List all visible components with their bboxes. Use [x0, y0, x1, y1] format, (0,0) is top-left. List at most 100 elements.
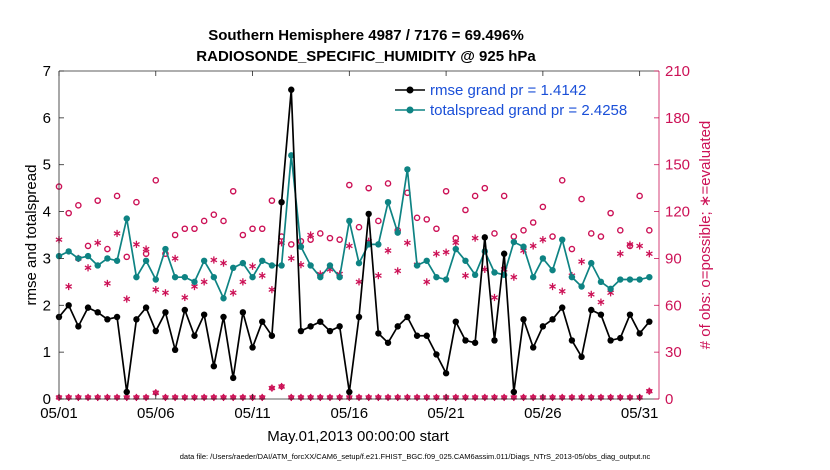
- totalspread-point: [181, 273, 189, 281]
- y-right-tick-label: 30: [665, 344, 682, 361]
- totalspread-point: [491, 269, 498, 276]
- obs-evaluated-point: [558, 287, 566, 295]
- obs-evaluated-point: [152, 286, 160, 294]
- obs-possible-point: [75, 202, 82, 209]
- axes-ticks: 05/01 05/06 05/11 05/16 05/21 05/26 05/31 0 1 2 3 4…: [40, 63, 690, 422]
- rmse-point: [84, 304, 92, 311]
- x-axis-label: May.01,2013 00:00:00 start: [267, 428, 449, 445]
- rmse-point: [210, 363, 218, 370]
- y-axis-right-label: # of obs: o=possible; ∗=evaluated: [697, 121, 714, 350]
- obs-near-zero-circle: [520, 394, 527, 401]
- obs-possible-point: [607, 209, 614, 217]
- y-left-tick-label: 4: [43, 204, 51, 221]
- obs-near-zero-circle: [385, 394, 391, 401]
- obs-possible-point: [336, 236, 343, 243]
- y-left-tick-label: 0: [43, 391, 51, 408]
- obs-possible-point: [375, 217, 382, 225]
- rmse-point: [200, 311, 208, 318]
- rmse-point: [442, 370, 450, 377]
- obs-possible-point: [268, 197, 276, 204]
- obs-evaluated-point: [249, 262, 256, 270]
- rmse-point: [336, 323, 343, 330]
- obs-possible-point: [94, 197, 102, 204]
- totalspread-point: [162, 245, 169, 253]
- obs-possible-point: [239, 231, 247, 239]
- rmse-point: [471, 339, 479, 346]
- totalspread-point: [394, 229, 401, 236]
- obs-possible-point: [568, 245, 576, 253]
- totalspread-point: [520, 243, 527, 250]
- totalspread-point: [588, 259, 595, 267]
- totalspread-point: [326, 262, 334, 269]
- totalspread-point: [433, 273, 440, 281]
- obs-near-zero-circle: [143, 394, 149, 401]
- obs-possible-point: [433, 225, 440, 233]
- legend-spread-label: totalspread grand pr = 2.4258: [430, 102, 627, 119]
- rmse-point: [229, 374, 237, 382]
- obs-evaluated-point: [307, 231, 315, 239]
- rmse-point: [481, 234, 489, 241]
- obs-evaluated-point: [171, 254, 179, 263]
- rmse-point: [588, 306, 595, 314]
- totalspread-point: [191, 278, 198, 286]
- obs-evaluated-point: [597, 298, 605, 306]
- totalspread-point: [404, 166, 411, 173]
- rmse-point: [452, 318, 459, 325]
- obs-possible-point: [104, 245, 111, 253]
- obs-evaluated-point: [432, 250, 440, 258]
- rmse-point: [597, 311, 605, 318]
- data-file-footer: data file: /Users/raeder/DAI/ATM_forcXX/…: [180, 452, 651, 461]
- obs-near-zero-circle: [317, 394, 324, 401]
- totalspread-point: [549, 266, 556, 274]
- obs-possible-point: [229, 187, 237, 195]
- obs-near-zero-circle: [511, 394, 517, 401]
- totalspread-point: [317, 273, 324, 281]
- obs-near-zero-circle: [182, 394, 188, 401]
- rmse-point: [423, 332, 430, 339]
- rmse-point: [520, 316, 527, 323]
- obs-possible-point: [636, 192, 643, 200]
- obs-near-zero-circle: [191, 394, 198, 401]
- legend-rmse-label: rmse grand pr = 1.4142: [430, 82, 586, 99]
- rmse-point: [104, 316, 111, 323]
- obs-near-zero-circle: [307, 394, 314, 401]
- obs-evaluated-point: [616, 250, 624, 258]
- rmse-point: [171, 346, 179, 353]
- obs-evaluated-point: [452, 239, 460, 247]
- totalspread-point: [384, 199, 392, 206]
- totalspread-point: [104, 255, 111, 262]
- obs-near-zero-circle: [482, 394, 488, 401]
- obs-evaluated-point: [268, 286, 276, 294]
- totalspread-point: [375, 241, 382, 248]
- rmse-point: [384, 339, 392, 346]
- obs-possible-point: [384, 180, 392, 187]
- x-tick-label: 05/31: [621, 405, 659, 422]
- obs-possible-point: [123, 253, 131, 261]
- obs-near-zero-circle: [298, 394, 304, 401]
- obs-evaluated-point: [510, 273, 518, 281]
- rmse-point: [249, 344, 256, 351]
- obs-near-zero-circle: [414, 394, 420, 401]
- obs-near-zero-circle: [433, 394, 440, 401]
- rmse-point: [191, 332, 198, 339]
- rmse-point: [162, 309, 169, 316]
- totalspread-point: [220, 295, 227, 302]
- rmse-point: [617, 334, 624, 342]
- totalspread-point: [539, 255, 547, 262]
- obs-possible-point: [481, 184, 489, 192]
- obs-near-zero-circle: [578, 394, 585, 401]
- totalspread-point: [297, 243, 305, 250]
- obs-possible-point: [113, 192, 121, 200]
- obs-near-zero-circle: [472, 394, 478, 401]
- y-left-tick-label: 5: [43, 157, 51, 174]
- y-left-tick-label: 6: [43, 110, 51, 127]
- obs-evaluated-point: [65, 282, 73, 291]
- obs-near-zero-circle: [327, 394, 333, 401]
- y-right-tick-label: 90: [665, 250, 682, 267]
- obs-evaluated-point: [403, 239, 411, 247]
- obs-near-zero-circle: [607, 394, 614, 401]
- obs-evaluated-point: [229, 289, 237, 297]
- totalspread-point: [336, 273, 343, 281]
- totalspread-point: [442, 276, 450, 283]
- totalspread-point: [249, 273, 256, 281]
